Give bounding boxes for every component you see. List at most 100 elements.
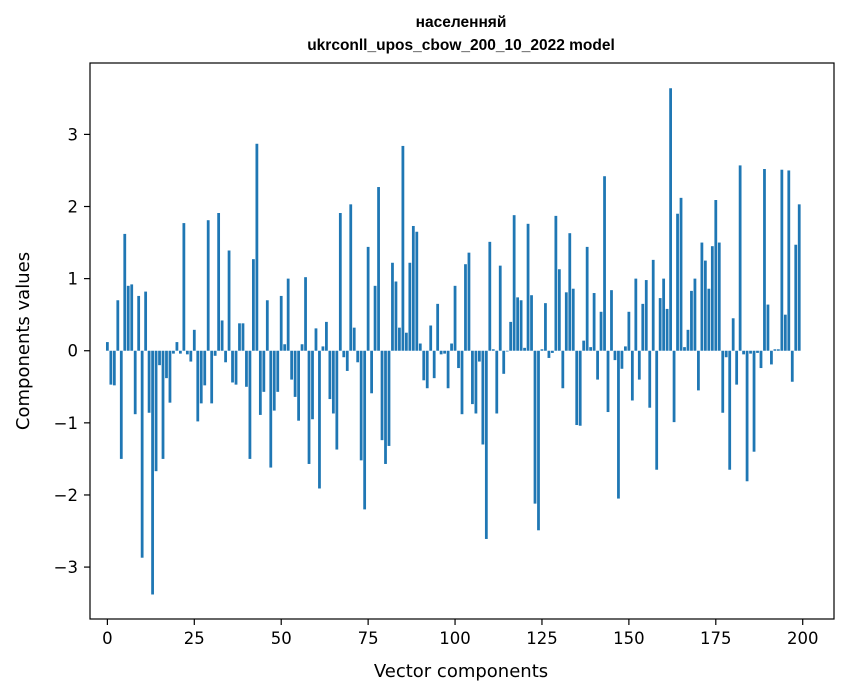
bar <box>637 350 641 380</box>
bar <box>477 350 481 362</box>
bar <box>404 332 408 351</box>
bar <box>258 350 262 415</box>
bar <box>544 303 547 351</box>
bar <box>617 350 620 499</box>
bar <box>457 350 460 369</box>
bar <box>189 350 193 362</box>
bar <box>700 242 704 351</box>
bar <box>516 297 520 351</box>
bar <box>265 300 269 351</box>
bar <box>130 284 134 351</box>
bar <box>363 350 367 510</box>
bar <box>776 349 780 351</box>
bar <box>585 246 589 351</box>
bar-series <box>105 88 801 595</box>
bar <box>356 350 360 363</box>
bar <box>443 350 447 354</box>
bar <box>335 350 339 450</box>
bar <box>495 350 499 414</box>
bar <box>241 323 245 351</box>
bar <box>669 88 672 351</box>
bar <box>676 213 679 351</box>
bar <box>794 244 798 351</box>
bar <box>519 300 523 351</box>
bar <box>297 350 300 421</box>
bar <box>245 350 248 387</box>
bar <box>540 349 544 351</box>
bar <box>554 215 558 351</box>
bar <box>182 223 186 351</box>
bar <box>770 350 773 365</box>
bar <box>613 350 617 361</box>
bar <box>624 346 627 351</box>
bar <box>561 350 565 389</box>
bar <box>140 350 144 558</box>
bar <box>352 327 356 351</box>
bar <box>373 285 377 351</box>
x-tick-label: 125 <box>526 629 558 648</box>
bar <box>551 350 554 353</box>
bar <box>151 350 154 595</box>
bar <box>172 350 175 354</box>
bar <box>797 204 801 351</box>
bar <box>394 281 398 351</box>
bar <box>599 311 603 351</box>
chart-title-group: населенняй ukrconll_upos_cbow_200_10_202… <box>307 14 615 54</box>
chart-subtitle: ukrconll_upos_cbow_200_10_2022 model <box>307 37 615 54</box>
bar <box>105 342 109 351</box>
bar <box>790 350 794 382</box>
bar <box>398 327 401 351</box>
bar <box>662 278 666 351</box>
bar <box>206 220 210 351</box>
bar <box>603 176 606 351</box>
chart-title: населенняй <box>416 14 507 31</box>
bar <box>133 350 137 415</box>
bar <box>467 252 471 351</box>
bar <box>630 350 634 401</box>
x-tick-label: 25 <box>184 629 205 648</box>
bar <box>756 350 759 353</box>
bar <box>683 347 686 351</box>
bar <box>690 290 693 351</box>
bar <box>161 350 165 459</box>
bar <box>217 213 221 351</box>
bar <box>411 225 415 351</box>
bar <box>185 350 189 355</box>
bar <box>783 314 787 351</box>
bar <box>665 308 669 351</box>
bar <box>693 278 697 351</box>
y-tick-label: 0 <box>68 342 79 361</box>
bar <box>321 346 325 351</box>
bar <box>703 260 707 351</box>
bar <box>199 350 203 404</box>
bar <box>345 350 349 371</box>
bar <box>481 350 485 445</box>
bar <box>724 350 728 358</box>
x-axis-ticks: 0 25 50 75 100 125 150 175 200 <box>102 619 818 648</box>
bar <box>342 350 346 358</box>
y-tick-label: 3 <box>68 125 79 144</box>
bar <box>300 344 304 351</box>
bar <box>269 350 273 468</box>
bar <box>575 350 579 426</box>
bar <box>787 170 791 351</box>
bar <box>766 304 770 351</box>
bar <box>648 350 652 408</box>
bar <box>328 350 332 400</box>
x-tick-label: 100 <box>439 629 471 648</box>
bar <box>644 280 648 351</box>
x-tick-label: 50 <box>271 629 292 648</box>
bar <box>359 350 363 461</box>
bar <box>338 213 342 351</box>
y-tick-label: −1 <box>54 414 78 433</box>
bar <box>582 340 586 351</box>
y-tick-label: 1 <box>68 270 79 289</box>
bar <box>283 344 287 351</box>
bar <box>714 200 718 351</box>
x-axis-label: Vector components <box>374 661 548 682</box>
bar <box>446 350 450 389</box>
bar <box>154 350 158 472</box>
bar <box>505 350 509 352</box>
bar <box>686 329 690 351</box>
bar <box>290 350 294 380</box>
